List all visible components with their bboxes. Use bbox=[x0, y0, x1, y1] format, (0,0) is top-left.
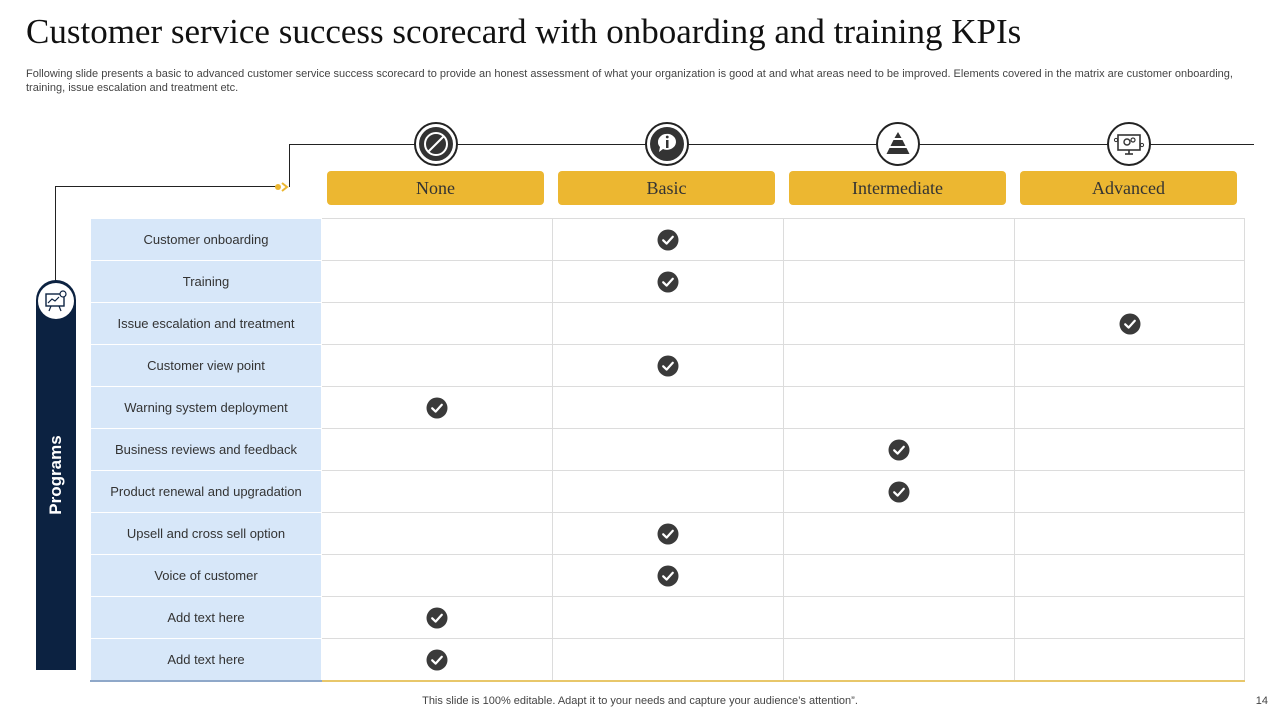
cell-basic bbox=[552, 512, 784, 555]
cell-none bbox=[321, 470, 553, 513]
slide-title: Customer service success scorecard with … bbox=[26, 12, 1022, 51]
checkmark-icon bbox=[657, 229, 679, 250]
row-label: Training bbox=[90, 260, 322, 303]
cell-none bbox=[321, 344, 553, 387]
cell-none bbox=[321, 218, 553, 261]
cell-basic bbox=[552, 638, 784, 682]
row-label: Customer onboarding bbox=[90, 218, 322, 261]
scorecard-matrix: Customer onboarding Training Issue escalat… bbox=[90, 218, 1245, 682]
cell-intermediate bbox=[783, 554, 1015, 597]
slide-subtitle: Following slide presents a basic to adva… bbox=[26, 68, 1233, 94]
cell-none bbox=[321, 428, 553, 471]
row-label: Voice of customer bbox=[90, 554, 322, 597]
row-label: Business reviews and feedback bbox=[90, 428, 322, 471]
table-row: Warning system deployment bbox=[90, 386, 1245, 429]
cell-advanced bbox=[1014, 428, 1245, 471]
cell-intermediate bbox=[783, 386, 1015, 429]
row-label: Add text here bbox=[90, 638, 322, 682]
cell-advanced bbox=[1014, 554, 1245, 597]
cell-basic bbox=[552, 344, 784, 387]
checkmark-icon bbox=[888, 481, 910, 502]
connector-mid-line bbox=[55, 186, 280, 187]
cell-intermediate bbox=[783, 344, 1015, 387]
page-number: 14 bbox=[1255, 695, 1268, 707]
footer-note: This slide is 100% editable. Adapt it to… bbox=[422, 695, 858, 707]
column-header-intermediate: Intermediate bbox=[789, 171, 1006, 205]
pyramid-icon bbox=[876, 122, 920, 166]
cell-advanced bbox=[1014, 470, 1245, 513]
cell-intermediate bbox=[783, 470, 1015, 513]
cell-none bbox=[321, 260, 553, 303]
cell-advanced bbox=[1014, 344, 1245, 387]
cell-intermediate bbox=[783, 260, 1015, 303]
cell-advanced bbox=[1014, 218, 1245, 261]
connector-vertical-left bbox=[55, 186, 56, 282]
cell-basic bbox=[552, 554, 784, 597]
connector-vertical-right bbox=[289, 144, 290, 187]
cell-none bbox=[321, 596, 553, 639]
checkmark-icon bbox=[657, 565, 679, 586]
table-row: Business reviews and feedback bbox=[90, 428, 1245, 471]
checkmark-icon bbox=[657, 355, 679, 376]
table-row: Voice of customer bbox=[90, 554, 1245, 597]
table-row: Issue escalation and treatment bbox=[90, 302, 1245, 345]
cell-advanced bbox=[1014, 638, 1245, 682]
cell-intermediate bbox=[783, 428, 1015, 471]
cell-basic bbox=[552, 302, 784, 345]
checkmark-icon bbox=[1119, 313, 1140, 334]
column-header-basic: Basic bbox=[558, 171, 775, 205]
checkmark-icon bbox=[888, 439, 910, 460]
table-row: Add text here bbox=[90, 638, 1245, 682]
cell-intermediate bbox=[783, 596, 1015, 639]
row-label: Add text here bbox=[90, 596, 322, 639]
table-row: Customer onboarding bbox=[90, 218, 1245, 261]
cell-none bbox=[321, 302, 553, 345]
cell-basic bbox=[552, 470, 784, 513]
checkmark-icon bbox=[657, 523, 679, 544]
presentation-icon bbox=[38, 283, 74, 319]
column-header-none: None bbox=[327, 171, 544, 205]
cell-none bbox=[321, 512, 553, 555]
checkmark-icon bbox=[426, 649, 448, 670]
table-row: Product renewal and upgradation bbox=[90, 470, 1245, 513]
cell-intermediate bbox=[783, 218, 1015, 261]
checkmark-icon bbox=[426, 397, 448, 418]
monitor-gears-icon bbox=[1107, 122, 1151, 166]
cell-basic bbox=[552, 260, 784, 303]
table-row: Customer view point bbox=[90, 344, 1245, 387]
programs-sidebar bbox=[36, 280, 76, 670]
cell-advanced bbox=[1014, 512, 1245, 555]
row-label: Warning system deployment bbox=[90, 386, 322, 429]
cell-intermediate bbox=[783, 302, 1015, 345]
connector-top-line bbox=[290, 144, 1254, 145]
table-row: Training bbox=[90, 260, 1245, 303]
row-label: Product renewal and upgradation bbox=[90, 470, 322, 513]
checkmark-icon bbox=[426, 607, 448, 628]
table-row: Add text here bbox=[90, 596, 1245, 639]
cell-intermediate bbox=[783, 512, 1015, 555]
cell-intermediate bbox=[783, 638, 1015, 682]
programs-label: Programs bbox=[46, 435, 65, 515]
cell-none bbox=[321, 386, 553, 429]
row-label: Upsell and cross sell option bbox=[90, 512, 322, 555]
info-speech-bubble-icon bbox=[645, 122, 689, 166]
cell-advanced bbox=[1014, 260, 1245, 303]
cell-basic bbox=[552, 596, 784, 639]
cell-basic bbox=[552, 428, 784, 471]
cell-basic bbox=[552, 386, 784, 429]
column-header-advanced: Advanced bbox=[1020, 171, 1237, 205]
table-row: Upsell and cross sell option bbox=[90, 512, 1245, 555]
row-label: Customer view point bbox=[90, 344, 322, 387]
cell-advanced bbox=[1014, 386, 1245, 429]
cell-none bbox=[321, 638, 553, 682]
row-label: Issue escalation and treatment bbox=[90, 302, 322, 345]
prohibited-icon bbox=[414, 122, 458, 166]
cell-none bbox=[321, 554, 553, 597]
checkmark-icon bbox=[657, 271, 679, 292]
cell-advanced bbox=[1014, 302, 1245, 345]
cell-advanced bbox=[1014, 596, 1245, 639]
connector-arrow-icon bbox=[275, 182, 289, 192]
cell-basic bbox=[552, 218, 784, 261]
